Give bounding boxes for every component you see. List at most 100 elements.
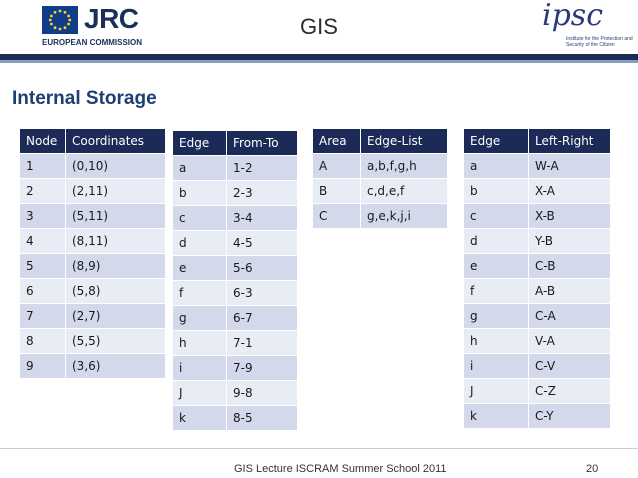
table-cell: f (464, 278, 529, 303)
table-cell: 1-2 (227, 155, 298, 180)
ipsc-wordmark: ipsc (542, 0, 603, 33)
table-row: c 3-4 (173, 205, 298, 230)
table-row: c X-B (464, 203, 611, 228)
table-header-row: Node Coordinates (20, 129, 166, 153)
table-cell: 7 (20, 303, 66, 328)
table-row: h 7-1 (173, 330, 298, 355)
table-row: a W-A (464, 153, 611, 178)
table-cell: f (173, 280, 227, 305)
table-cell: (8,11) (66, 228, 166, 253)
column-header: From-To (227, 131, 298, 155)
table-row: e C-B (464, 253, 611, 278)
header-band (0, 54, 638, 60)
table-cell: 6 (20, 278, 66, 303)
table-row: f A-B (464, 278, 611, 303)
column-header: Coordinates (66, 129, 166, 153)
column-header: Area (313, 129, 361, 153)
table-row: d 4-5 (173, 230, 298, 255)
table-row: J C-Z (464, 378, 611, 403)
table-cell: g,e,k,j,i (361, 203, 448, 228)
table-cell: 5-6 (227, 255, 298, 280)
nodes-table: Node Coordinates 1 (0,10) 2 (2,11) 3 (5,11)… (20, 129, 166, 378)
table-cell: 5 (20, 253, 66, 278)
column-header: Edge-List (361, 129, 448, 153)
footer-text: GIS Lecture ISCRAM Summer School 2011 (234, 463, 447, 475)
ipsc-subtitle: Institute for the Protection and Securit… (566, 36, 633, 48)
header-band-accent (0, 60, 638, 63)
table-row: k 8-5 (173, 405, 298, 430)
table-row: 3 (5,11) (20, 203, 166, 228)
table-row: b X-A (464, 178, 611, 203)
table-cell: 3 (20, 203, 66, 228)
table-cell: 6-7 (227, 305, 298, 330)
table-cell: 3-4 (227, 205, 298, 230)
table-cell: 8-5 (227, 405, 298, 430)
page-number: 20 (586, 463, 599, 475)
table-row: h V-A (464, 328, 611, 353)
table-cell: (0,10) (66, 153, 166, 178)
table-row: 9 (3,6) (20, 353, 166, 378)
column-header: Edge (464, 129, 529, 153)
column-header: Left-Right (529, 129, 611, 153)
table-cell: 9 (20, 353, 66, 378)
table-cell: d (173, 230, 227, 255)
table-cell: Y-B (529, 228, 611, 253)
table-cell: C-Y (529, 403, 611, 428)
table-row: 4 (8,11) (20, 228, 166, 253)
table-cell: b (464, 178, 529, 203)
table-cell: e (173, 255, 227, 280)
table-cell: c (464, 203, 529, 228)
table-cell: 2 (20, 178, 66, 203)
table-cell: C-A (529, 303, 611, 328)
table-row: e 5-6 (173, 255, 298, 280)
ipsc-logo: ipsc Institute for the Protection and Se… (536, 0, 636, 56)
table-cell: W-A (529, 153, 611, 178)
table-cell: A-B (529, 278, 611, 303)
slide-title: GIS (300, 14, 338, 39)
table-row: 5 (8,9) (20, 253, 166, 278)
table-cell: (8,9) (66, 253, 166, 278)
table-cell: h (464, 328, 529, 353)
table-cell: k (464, 403, 529, 428)
slide-header: JRC EUROPEAN COMMISSION GIS ipsc Institu… (0, 0, 638, 62)
table-cell: 8 (20, 328, 66, 353)
table-cell: 7-9 (227, 355, 298, 380)
table-cell: k (173, 405, 227, 430)
table-row: g 6-7 (173, 305, 298, 330)
table-cell: d (464, 228, 529, 253)
table-row: i 7-9 (173, 355, 298, 380)
table-cell: 4 (20, 228, 66, 253)
footer-divider (0, 448, 638, 449)
table-cell: C-B (529, 253, 611, 278)
table-row: b 2-3 (173, 180, 298, 205)
table-cell: i (464, 353, 529, 378)
table-cell: a (173, 155, 227, 180)
table-cell: C-Z (529, 378, 611, 403)
table-cell: b (173, 180, 227, 205)
section-title: Internal Storage (12, 88, 157, 109)
table-cell: C-V (529, 353, 611, 378)
table-cell: B (313, 178, 361, 203)
table-row: f 6-3 (173, 280, 298, 305)
column-header: Node (20, 129, 66, 153)
table-row: J 9-8 (173, 380, 298, 405)
table-cell: V-A (529, 328, 611, 353)
table-cell: g (464, 303, 529, 328)
table-row: d Y-B (464, 228, 611, 253)
left-right-table: Edge Left-Right a W-A b X-A c X-B d Y-B e C-B… (464, 129, 611, 428)
table-header-row: Edge Left-Right (464, 129, 611, 153)
table-cell: (2,7) (66, 303, 166, 328)
table-cell: 9-8 (227, 380, 298, 405)
table-cell: J (464, 378, 529, 403)
table-cell: i (173, 355, 227, 380)
table-cell: a,b,f,g,h (361, 153, 448, 178)
table-cell: (3,6) (66, 353, 166, 378)
table-cell: (5,5) (66, 328, 166, 353)
table-header-row: Area Edge-List (313, 129, 448, 153)
table-row: g C-A (464, 303, 611, 328)
